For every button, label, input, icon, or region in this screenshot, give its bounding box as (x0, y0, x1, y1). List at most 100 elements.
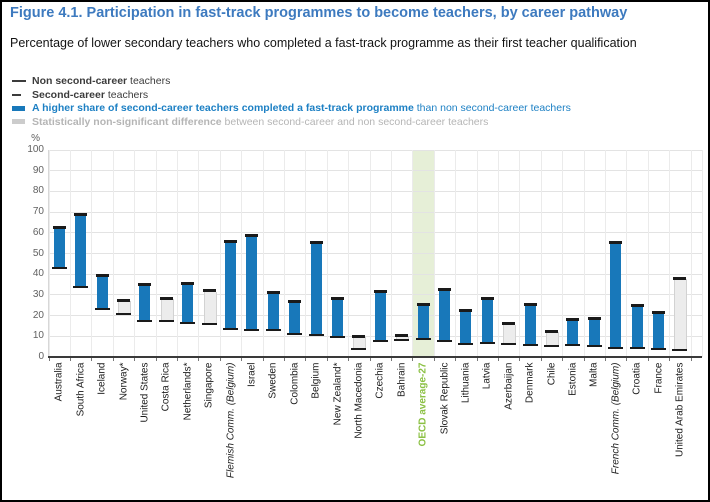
x-gridline (669, 150, 671, 357)
second-career-tick (202, 289, 216, 293)
legend-item-significant-higher: A higher share of second-career teachers… (12, 102, 704, 116)
x-axis-label: Malta (588, 362, 600, 387)
y-axis-tick-label: 20 (32, 309, 44, 321)
x-axis-label: Flemish Comm. (Belgium) (225, 362, 236, 479)
x-gridline (177, 150, 178, 357)
non-second-career-tick (586, 345, 602, 348)
x-axis-tick (241, 358, 243, 361)
x-axis-label: Singapore (203, 362, 215, 409)
y-axis-tick-label: 60 (32, 226, 44, 238)
second-career-tick (224, 239, 237, 243)
x-axis-tick (48, 358, 50, 361)
x-axis-label: United Arab Emirates (674, 362, 686, 458)
x-axis-label: North Macedonia (353, 362, 365, 439)
x-axis-label: Costa Rica (160, 362, 172, 412)
x-gridline (412, 150, 414, 357)
x-axis-label: United States (139, 362, 151, 423)
x-gridline (498, 150, 499, 357)
x-axis-label: Croatia (631, 362, 643, 395)
x-gridline (284, 150, 285, 357)
x-gridline (369, 150, 371, 357)
range-bar (203, 291, 217, 324)
x-axis-label: Chile (546, 362, 557, 386)
x-gridline (48, 150, 50, 357)
range-bar (139, 285, 151, 321)
second-career-tick (480, 296, 494, 300)
range-bar (96, 276, 108, 309)
second-career-tick (95, 273, 109, 277)
y-axis-tick-label: 50 (32, 247, 44, 259)
second-career-tick (587, 317, 601, 321)
x-axis-tick (540, 358, 542, 361)
non-second-career-tick (437, 339, 452, 342)
second-career-tick (459, 308, 473, 312)
non-second-career-tick (415, 337, 431, 340)
x-axis-tick (605, 358, 606, 361)
range-bar (225, 242, 236, 328)
x-gridline (198, 150, 200, 357)
non-second-career-tick (458, 343, 474, 346)
non-second-career-tick (308, 333, 324, 336)
range-bar (310, 243, 322, 335)
y-axis-tick-label: 100 (27, 144, 44, 155)
range-bar (53, 228, 65, 268)
x-gridline (391, 150, 392, 357)
x-axis-tick (412, 358, 414, 361)
non-second-career-tick (372, 339, 388, 342)
second-career-tick (523, 302, 537, 306)
second-career-tick (395, 333, 409, 337)
x-gridline (305, 150, 307, 357)
range-bar (610, 243, 622, 348)
second-career-tick (331, 296, 344, 300)
y-gridline (48, 149, 702, 151)
x-axis-label: Iceland (96, 362, 108, 395)
x-gridline (155, 150, 157, 357)
y-gridline (48, 211, 702, 213)
non-second-career-tick (651, 348, 666, 351)
range-bar (674, 279, 688, 350)
x-gridline (348, 150, 350, 357)
legend-item-second-career: Second-career teachers (12, 89, 704, 103)
non-second-career-tick (330, 335, 345, 338)
x-axis-label: Israel (246, 362, 258, 387)
range-bar (631, 306, 643, 348)
y-axis-tick-label: 90 (32, 164, 44, 176)
x-gridline (690, 150, 692, 357)
non-second-career-tick (351, 348, 367, 351)
second-career-tick (181, 282, 195, 286)
y-axis-tick-label: 80 (32, 185, 44, 197)
non-second-career-tick (479, 342, 495, 344)
x-axis-label: Slovak Republic (439, 362, 450, 435)
second-career-tick (266, 291, 280, 295)
x-axis-tick (305, 358, 307, 361)
x-gridline (219, 150, 221, 357)
x-axis-tick (669, 358, 671, 361)
second-career-tick (74, 212, 88, 216)
blue-bar-icon (12, 105, 25, 111)
non-second-career-tick (265, 328, 281, 331)
range-bar (160, 299, 174, 321)
x-axis-line (48, 356, 702, 358)
legend-item-non-second-career: Non second-career teachers (12, 75, 704, 89)
y-gridline (48, 190, 702, 192)
range-bar (289, 302, 301, 334)
x-gridline (134, 150, 136, 357)
non-second-career-tick (394, 338, 410, 341)
non-second-career-tick (608, 347, 624, 350)
x-axis-tick (690, 358, 692, 361)
x-gridline (702, 150, 703, 357)
range-bar (481, 299, 493, 343)
x-axis-label: OECD average-27 (417, 362, 429, 447)
range-bar (332, 299, 343, 337)
second-career-tick (545, 329, 558, 333)
y-axis-tick-label: 40 (32, 268, 44, 280)
range-bar (653, 313, 664, 349)
second-career-tick (245, 234, 259, 238)
x-axis-tick (583, 358, 585, 361)
gray-bar-icon (12, 119, 25, 125)
x-axis-tick (369, 358, 371, 361)
y-gridline (48, 273, 702, 275)
y-axis-unit-label: % (31, 133, 40, 144)
non-second-career-tick (544, 345, 559, 348)
